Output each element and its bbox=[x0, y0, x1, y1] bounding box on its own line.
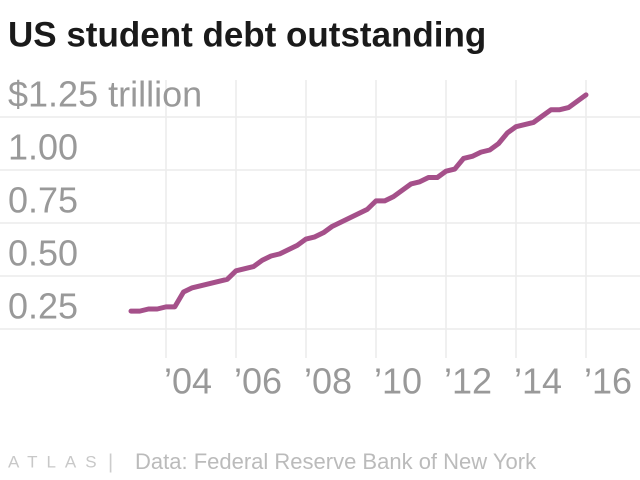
x-tick-label: ’14 bbox=[514, 361, 562, 402]
y-tick-label: 0.75 bbox=[8, 180, 78, 221]
source: Data: Federal Reserve Bank of New York bbox=[135, 449, 537, 474]
y-tick-label: 1.00 bbox=[8, 127, 78, 168]
y-tick-label: 0.50 bbox=[8, 233, 78, 274]
divider: | bbox=[108, 451, 113, 473]
x-tick-label: ’06 bbox=[234, 361, 282, 402]
x-tick-label: ’16 bbox=[584, 361, 632, 402]
x-tick-label: ’12 bbox=[444, 361, 492, 402]
chart-title: US student debt outstanding bbox=[8, 15, 486, 54]
y-tick-label: $1.25 trillion bbox=[8, 74, 202, 115]
x-tick-label: ’08 bbox=[304, 361, 352, 402]
y-tick-label: 0.25 bbox=[8, 286, 78, 327]
logo: ATLAS bbox=[8, 452, 106, 471]
x-tick-label: ’04 bbox=[164, 361, 212, 402]
data-line bbox=[128, 92, 589, 314]
x-tick-label: ’10 bbox=[374, 361, 422, 402]
